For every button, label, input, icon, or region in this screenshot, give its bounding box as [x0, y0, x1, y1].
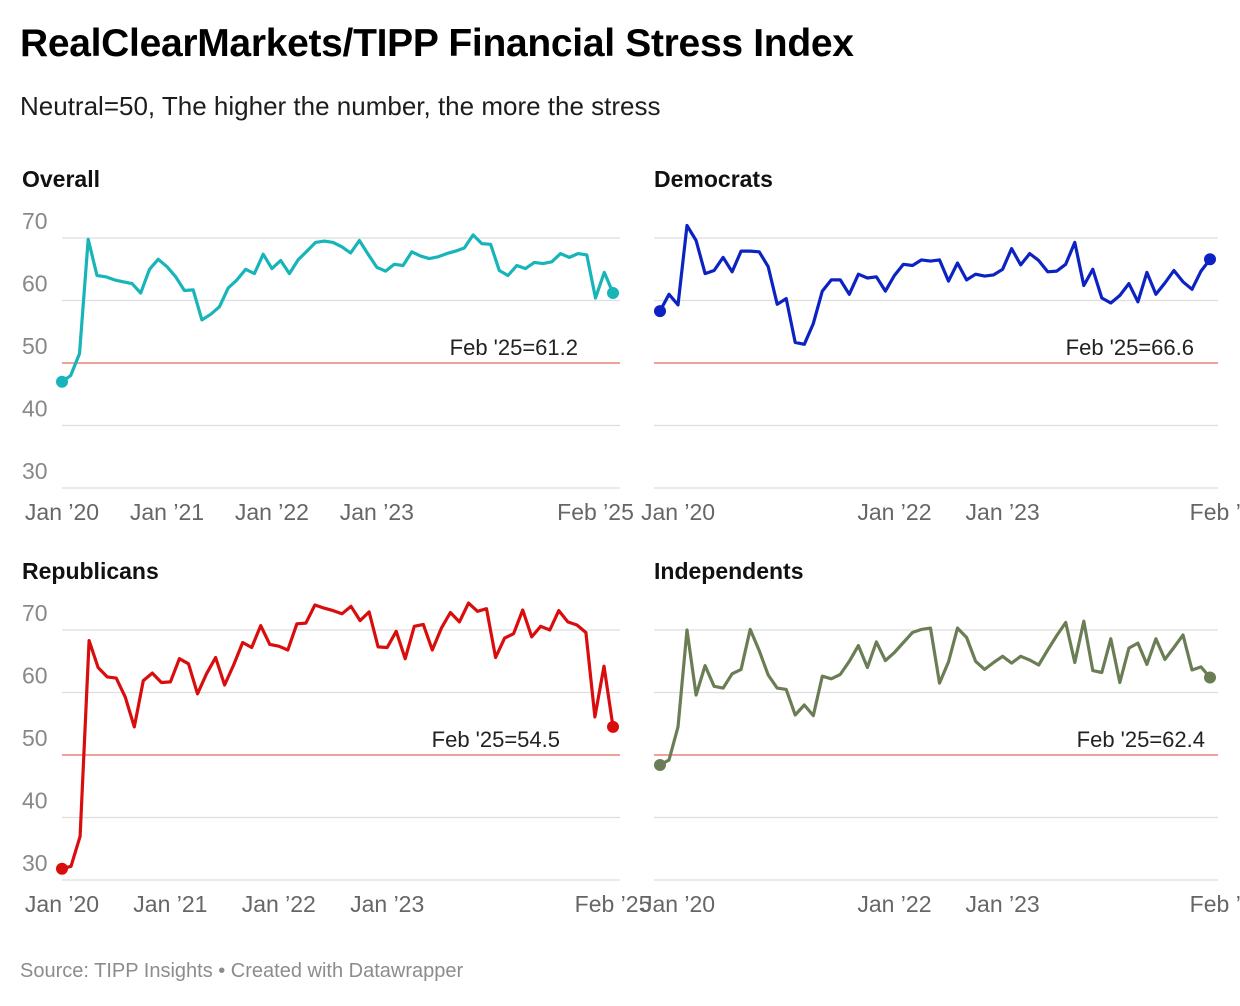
republicans-latest-annotation: Feb '25=54.5 [432, 727, 560, 752]
overall-y-tick-label: 40 [22, 396, 48, 422]
republicans-x-tick-label: Jan ’21 [133, 891, 207, 917]
overall-x-tick-label: Feb ’25 [557, 499, 634, 525]
republicans-y-tick-label: 70 [22, 600, 48, 626]
overall-y-tick-label: 60 [22, 271, 48, 297]
overall-x-tick-label: Jan ’21 [130, 499, 204, 525]
independents-x-tick-label: Jan ’22 [857, 891, 931, 917]
independents-x-tick-label: Jan ’23 [966, 891, 1040, 917]
page-subtitle: Neutral=50, The higher the number, the m… [20, 91, 661, 121]
independents-x-tick-label: Feb ’25 [1190, 891, 1240, 917]
republicans-x-tick-label: Jan ’22 [242, 891, 316, 917]
republicans-y-tick-label: 50 [22, 725, 48, 751]
overall-title: Overall [22, 166, 100, 192]
independents-start-point [654, 759, 666, 771]
independents-latest-annotation: Feb '25=62.4 [1077, 727, 1205, 752]
democrats-x-tick-label: Jan ’20 [641, 499, 715, 525]
democrats-series-line [658, 223, 1212, 346]
republicans-series-line [60, 601, 615, 871]
overall-y-tick-label: 30 [22, 458, 48, 484]
independents-chart: Independents Feb '25=62.4 Jan ’20 Jan ’22 Ja… [641, 558, 1240, 917]
democrats-x-tick-label: Feb ’25 [1190, 499, 1240, 525]
republicans-title: Republicans [22, 558, 159, 584]
democrats-x-tick-label: Jan ’22 [857, 499, 931, 525]
republicans-x-tick-label: Jan ’23 [350, 891, 424, 917]
overall-chart: Overall 30 40 50 60 70 Feb '25=61.2 Jan ’20 Jan … [22, 166, 634, 525]
republicans-x-tick-label: Feb ’25 [575, 891, 652, 917]
democrats-title: Democrats [654, 166, 773, 192]
overall-x-tick-label: Jan ’23 [340, 499, 414, 525]
overall-series-line [60, 233, 615, 384]
independents-end-point [1204, 671, 1216, 684]
independents-title: Independents [654, 558, 804, 584]
republicans-end-point [607, 720, 619, 733]
independents-series-line [658, 619, 1212, 767]
overall-end-point [607, 287, 619, 299]
source-note: Source: TIPP Insights • Created with Dat… [20, 960, 464, 982]
independents-x-tick-label: Jan ’20 [641, 891, 715, 917]
overall-latest-annotation: Feb '25=61.2 [450, 335, 578, 360]
republicans-x-tick-label: Jan ’20 [25, 891, 99, 917]
democrats-x-tick-label: Jan ’23 [966, 499, 1040, 525]
overall-x-tick-label: Jan ’20 [25, 499, 99, 525]
republicans-y-tick-label: 30 [22, 850, 48, 876]
republicans-chart: Republicans 30 40 50 60 70 Feb '25=54.5 Jan ’20… [22, 558, 651, 917]
overall-start-point [56, 375, 68, 388]
democrats-chart: Democrats Feb '25=66.6 Jan ’20 Jan ’22 Jan ’… [641, 166, 1240, 525]
democrats-start-point [654, 305, 666, 318]
page-title: RealClearMarkets/TIPP Financial Stress I… [20, 22, 854, 65]
republicans-y-tick-label: 40 [22, 788, 48, 814]
republicans-start-point [56, 862, 68, 875]
democrats-end-point [1204, 253, 1216, 266]
democrats-latest-annotation: Feb '25=66.6 [1066, 335, 1194, 360]
overall-y-tick-label: 70 [22, 208, 48, 234]
overall-x-tick-label: Jan ’22 [235, 499, 309, 525]
republicans-y-tick-label: 60 [22, 663, 48, 689]
overall-y-tick-label: 50 [22, 333, 48, 359]
